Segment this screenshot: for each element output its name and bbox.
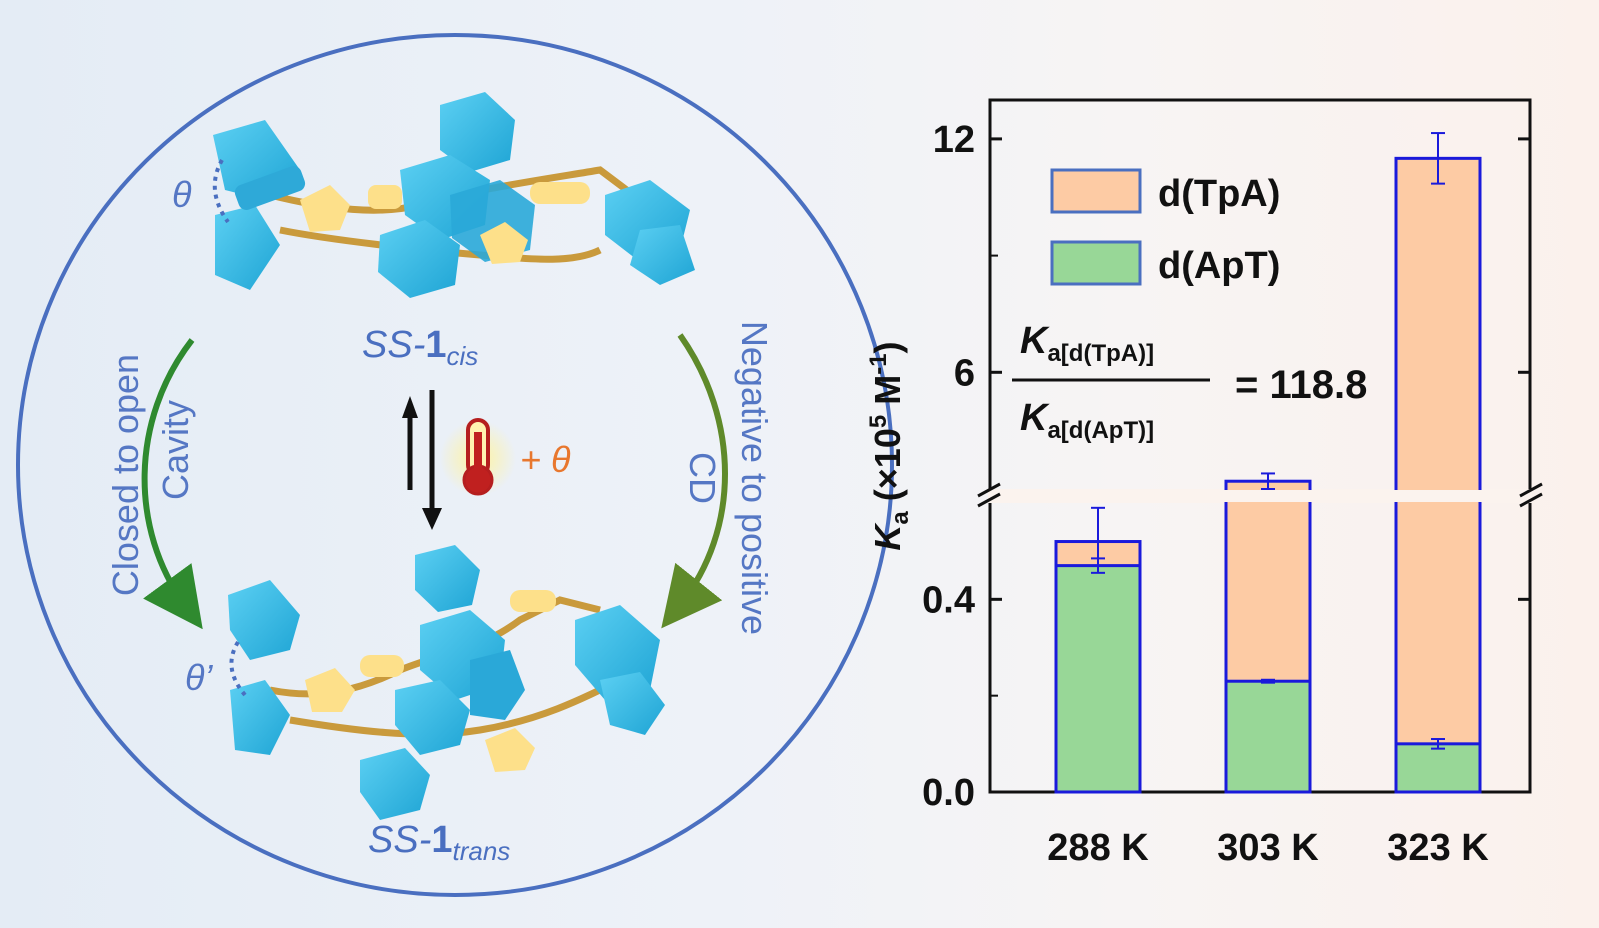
legend-label-apt: d(ApT) — [1158, 245, 1280, 287]
y-axis-sub: a — [887, 511, 914, 525]
molecule-cis-sub: cis — [447, 341, 479, 371]
bar-break-gap-2 — [1393, 490, 1483, 502]
scheme-circle — [16, 33, 894, 897]
molecule-trans-label: SS-1trans — [368, 819, 510, 866]
theta-prime-label: θ’ — [185, 657, 214, 698]
molecule-cis-icon — [213, 92, 695, 298]
bar-dtpa-2 — [1394, 156, 1482, 794]
legend: d(TpA) d(ApT) — [1050, 168, 1280, 287]
right-arrow-text-2: CD — [682, 452, 723, 504]
right-arrow-text-1: Negative to positive — [734, 321, 775, 635]
y-axis-rest: (×10 — [867, 428, 908, 511]
y-axis-unit-exp: -1 — [865, 353, 892, 374]
ticks-layer: 288 K 303 K 323 K 0.0 0.4 6 12 — [922, 119, 1530, 869]
legend-swatch-tpa — [1050, 168, 1142, 214]
y-axis-close: ) — [867, 341, 908, 353]
left-arrow-text-2: Cavity — [155, 400, 196, 500]
axis-break-marks — [977, 482, 1543, 508]
x-tick-label-2: 323 K — [1387, 827, 1489, 869]
legend-swatch-apt — [1050, 240, 1142, 286]
x-tick-label-1: 303 K — [1217, 827, 1319, 869]
bar-dapt-0 — [1054, 564, 1142, 794]
y-tick-label-1: 0.4 — [922, 579, 975, 621]
ratio-value: = 118.8 — [1235, 363, 1367, 407]
ratio-denominator-symbol: K — [1020, 397, 1050, 439]
right-curved-arrow — [661, 333, 728, 629]
y-tick-label-3: 12 — [933, 119, 975, 161]
ratio-numerator-sub: a[d(TpA)] — [1047, 340, 1154, 367]
ratio-denominator-sub: a[d(ApT)] — [1047, 417, 1154, 444]
molecule-cis-number: 1 — [425, 324, 446, 366]
y-axis-unit: M — [867, 375, 908, 415]
molecule-cis-label: SS-1cis — [362, 324, 478, 371]
bar-break-gap-1 — [1223, 490, 1313, 502]
x-tick-label-0: 288 K — [1047, 827, 1149, 869]
molecule-trans-number: 1 — [431, 819, 452, 861]
y-axis-label: Ka (×105 M-1) — [865, 341, 914, 550]
theta-label: θ — [172, 174, 192, 215]
ratio-denominator: Ka[d(ApT)] — [1020, 397, 1154, 444]
bar-dapt-1 — [1224, 679, 1312, 794]
ratio-numerator-symbol: K — [1020, 320, 1050, 362]
y-axis-exp: 5 — [865, 415, 892, 428]
reaction-scheme: θ SS-1cis + θ Closed to open Cavity Nega… — [16, 33, 894, 897]
legend-label-tpa: d(TpA) — [1158, 173, 1280, 215]
ratio-annotation: Ka[d(TpA)] Ka[d(ApT)] = 118.8 — [1012, 320, 1367, 444]
bars-layer — [1054, 132, 1483, 794]
condition-label: + θ — [520, 439, 571, 480]
left-curved-arrow — [141, 338, 203, 630]
bar-dapt-2 — [1394, 742, 1482, 794]
thermometer-icon — [440, 418, 516, 496]
left-arrow-text-1: Closed to open — [105, 354, 146, 596]
bar-chart: 288 K 303 K 323 K 0.0 0.4 6 12 Ka (×105 M-1) d… — [865, 98, 1543, 869]
equilibrium-arrows — [402, 390, 442, 530]
y-axis-symbol: K — [867, 522, 908, 551]
ratio-numerator: Ka[d(TpA)] — [1020, 320, 1154, 367]
y-tick-label-2: 6 — [954, 352, 975, 394]
molecule-cis-prefix: SS- — [362, 324, 425, 366]
y-tick-label-0: 0.0 — [922, 772, 975, 814]
molecule-trans-icon — [228, 545, 665, 820]
molecule-trans-sub: trans — [453, 836, 511, 866]
molecule-trans-prefix: SS- — [368, 819, 431, 861]
